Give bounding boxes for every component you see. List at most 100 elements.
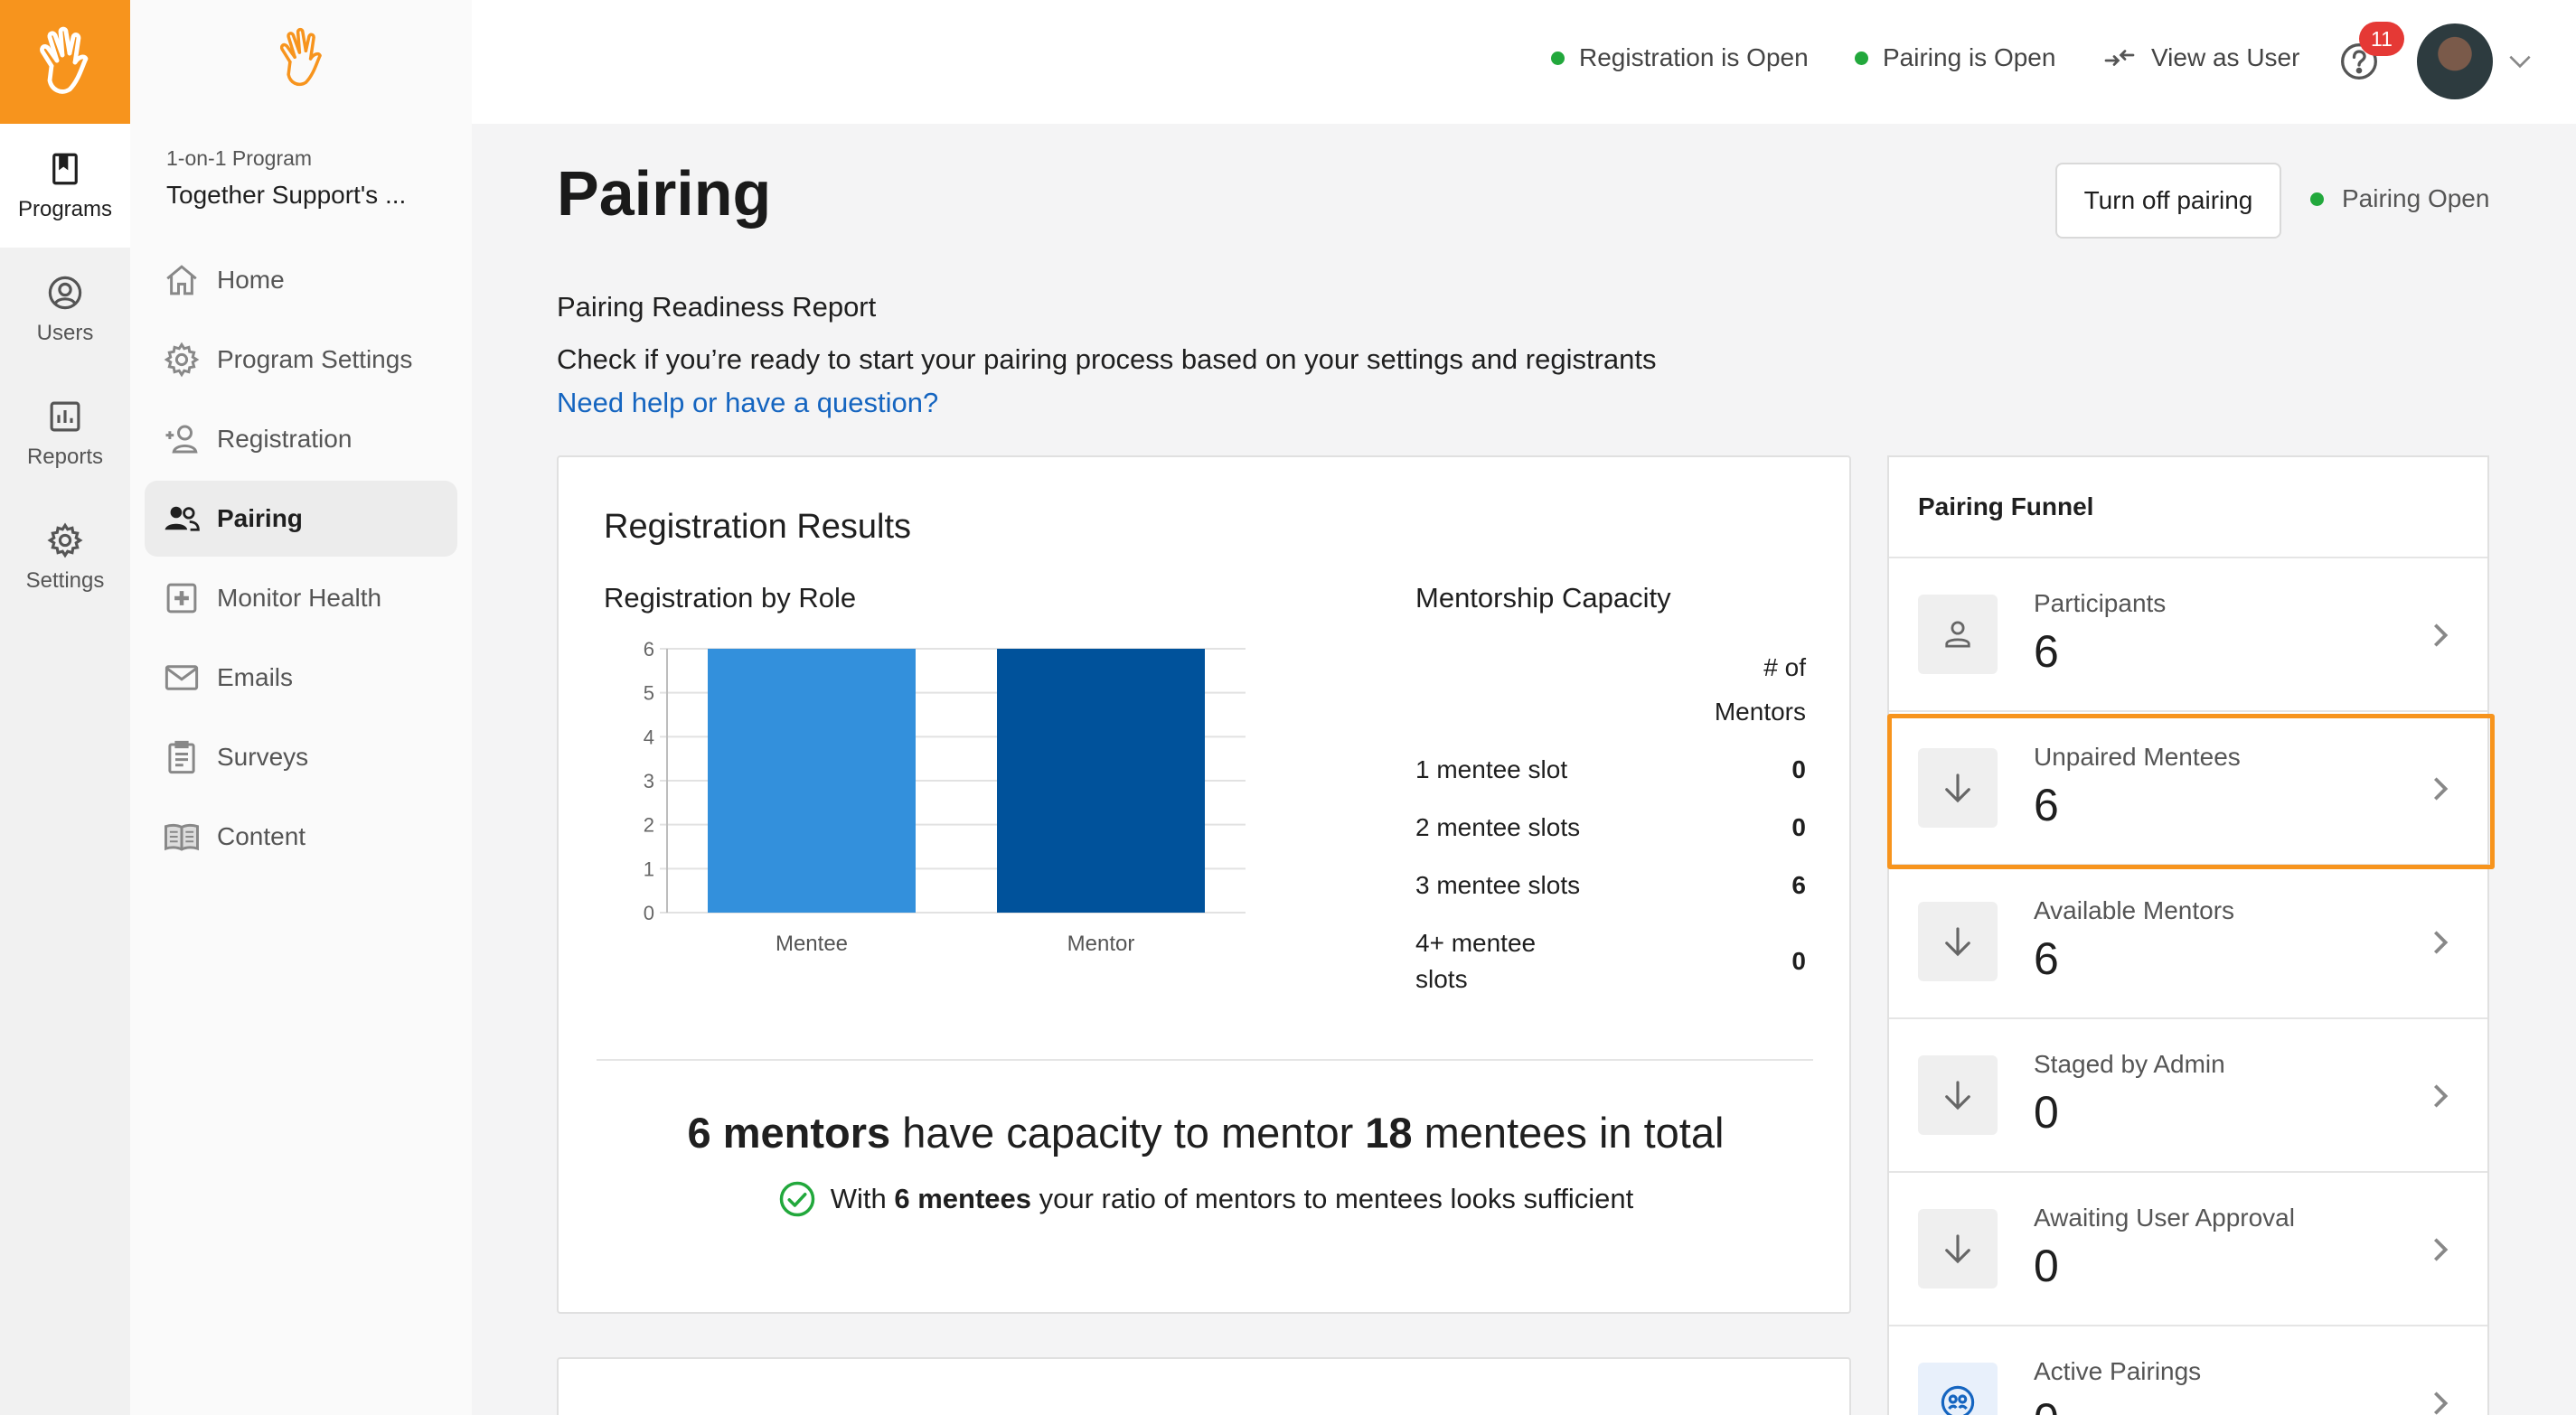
avatar[interactable] (2417, 23, 2493, 99)
sidebar-item-label: Home (217, 266, 285, 294)
user-circle-icon (48, 276, 82, 309)
app-rail: Programs Users Reports Settings (0, 0, 130, 1415)
registration-results-card: Registration Results Registration by Rol… (557, 455, 1851, 1314)
pairing-funnel: Pairing Funnel Participants 6 Unpaired M… (1887, 455, 2489, 1415)
registration-by-role-chart: 0 1 2 3 4 5 6 Mentee Mentor (644, 638, 1246, 956)
capacity-value: 6 (1791, 871, 1806, 899)
chevron-down-icon[interactable] (2505, 49, 2534, 74)
chevron-right-icon (2433, 931, 2449, 954)
x-tick-label: Mentor (1067, 932, 1135, 956)
chevron-right-icon (2433, 1084, 2449, 1108)
funnel-item-awaiting-user-approval[interactable]: Awaiting User Approval 0 (1889, 1173, 2487, 1326)
y-tick-label: 0 (644, 902, 654, 924)
sidebar-item-content[interactable]: Content (145, 799, 457, 875)
y-tick-label: 3 (644, 770, 654, 792)
users-icon (165, 506, 200, 531)
funnel-label: Participants (2034, 589, 2167, 617)
check-circle-icon (779, 1181, 814, 1217)
rail-label: Settings (25, 567, 105, 593)
card-title: Registration Results (604, 508, 912, 546)
help-icon[interactable] (2339, 42, 2379, 81)
person-icon (1945, 621, 1970, 648)
rail-reports[interactable]: Reports (0, 371, 130, 495)
sidebar-item-label: Pairing (217, 504, 303, 532)
bar-chart-icon (50, 401, 80, 431)
sidebar-item-home[interactable]: Home (145, 242, 457, 318)
ratio-text: With 6 mentees your ratio of mentors to … (831, 1183, 1634, 1215)
funnel-item-staged-by-admin[interactable]: Staged by Admin 0 (1889, 1019, 2487, 1173)
mail-icon (165, 665, 199, 690)
rail-users[interactable]: Users (0, 248, 130, 371)
ratio-start: With (830, 1183, 895, 1214)
book-icon (165, 823, 199, 851)
funnel-item-available-mentors[interactable]: Available Mentors 6 (1889, 866, 2487, 1019)
funnel-label: Awaiting User Approval (2034, 1204, 2295, 1232)
arrow-down-icon (1945, 1234, 1970, 1264)
view-as-user-button[interactable]: View as User (2102, 43, 2299, 72)
x-tick-label: Mentee (776, 932, 848, 956)
pairing-open-status: Pairing Open (2310, 184, 2489, 213)
funnel-item-participants[interactable]: Participants 6 (1889, 558, 2487, 712)
sidebar-item-pairing[interactable]: Pairing (145, 481, 457, 557)
sidebar-item-emails[interactable]: Emails (145, 640, 457, 716)
sidebar-item-monitor-health[interactable]: Monitor Health (145, 560, 457, 636)
capacity-value: 0 (1791, 755, 1806, 783)
funnel-value: 0 (2034, 1241, 2059, 1291)
ratio-end: your ratio of mentors to mentees looks s… (1031, 1183, 1634, 1214)
funnel-icon-box (1918, 1363, 1998, 1415)
funnel-label: Available Mentors (2034, 896, 2235, 924)
pairing-open-text: Pairing Open (2342, 184, 2490, 212)
chart-title: Registration by Role (604, 582, 857, 614)
capacity-row: 1 mentee slot 0 (1415, 752, 1806, 788)
rail-settings[interactable]: Settings (0, 495, 130, 619)
sidebar-item-program-settings[interactable]: Program Settings (145, 322, 457, 398)
capacity-value: 0 (1791, 813, 1806, 841)
gear-icon (164, 342, 200, 378)
swap-arrows-icon (2104, 50, 2135, 66)
notification-badge: 11 (2359, 22, 2404, 56)
chevron-right-icon (2433, 1238, 2449, 1261)
help-link[interactable]: Need help or have a question? (557, 387, 939, 418)
funnel-icon-box (1918, 748, 1998, 828)
status-dot (2310, 192, 2324, 206)
program-sidebar: 1-on-1 Program Together Support's ... Ho… (130, 0, 472, 1415)
capacity-summary: 6 mentors have capacity to mentor 18 men… (559, 1108, 1853, 1157)
registration-status-text: Registration is Open (1579, 43, 1809, 71)
chevron-right-icon (2433, 777, 2449, 801)
sidebar-item-label: Program Settings (217, 345, 413, 373)
turn-off-pairing-button[interactable]: Turn off pairing (2055, 163, 2281, 239)
capacity-header: # of Mentors (1714, 653, 1806, 726)
funnel-value: 0 (2034, 1087, 2059, 1138)
capacity-value: 0 (1791, 947, 1806, 975)
status-dot (1551, 51, 1565, 65)
chevron-right-icon (2433, 623, 2449, 647)
funnel-icon-box (1918, 902, 1998, 981)
report-title: Pairing Readiness Report (557, 291, 877, 323)
y-tick-label: 5 (644, 682, 654, 705)
pairing-status: Pairing is Open (1855, 43, 2055, 72)
capacity-row: 4+ mentee slots 0 (1415, 925, 1806, 998)
pairing-icon (1941, 1385, 1975, 1415)
y-tick-label: 6 (644, 638, 654, 661)
funnel-value: 0 (2034, 1393, 2059, 1415)
divider (597, 1059, 1813, 1061)
summary-end: mentees in total (1412, 1109, 1725, 1157)
capacity-row: 3 mentee slots 6 (1415, 867, 1806, 904)
funnel-label: Active Pairings (2034, 1357, 2202, 1385)
program-type-label: 1-on-1 Program (166, 146, 313, 170)
add-user-icon (165, 425, 198, 454)
view-as-user-label: View as User (2151, 43, 2300, 71)
program-name[interactable]: Together Support's ... (166, 181, 407, 209)
sidebar-item-surveys[interactable]: Surveys (145, 719, 457, 795)
sidebar-item-registration[interactable]: Registration (145, 401, 457, 477)
rail-programs[interactable]: Programs (0, 124, 130, 248)
funnel-item-active-pairings[interactable]: Active Pairings 0 (1889, 1326, 2487, 1415)
sidebar-nav: Home Program Settings Registration Pairi… (145, 242, 457, 878)
bookmark-icon (52, 153, 78, 184)
gear-icon (47, 521, 83, 558)
arrow-down-icon (1945, 1081, 1970, 1110)
ratio-message: With 6 mentees your ratio of mentors to … (559, 1180, 1853, 1218)
funnel-item-unpaired-mentees[interactable]: Unpaired Mentees 6 (1889, 712, 2487, 866)
app-logo[interactable] (0, 0, 130, 124)
bar-mentee (708, 649, 916, 913)
